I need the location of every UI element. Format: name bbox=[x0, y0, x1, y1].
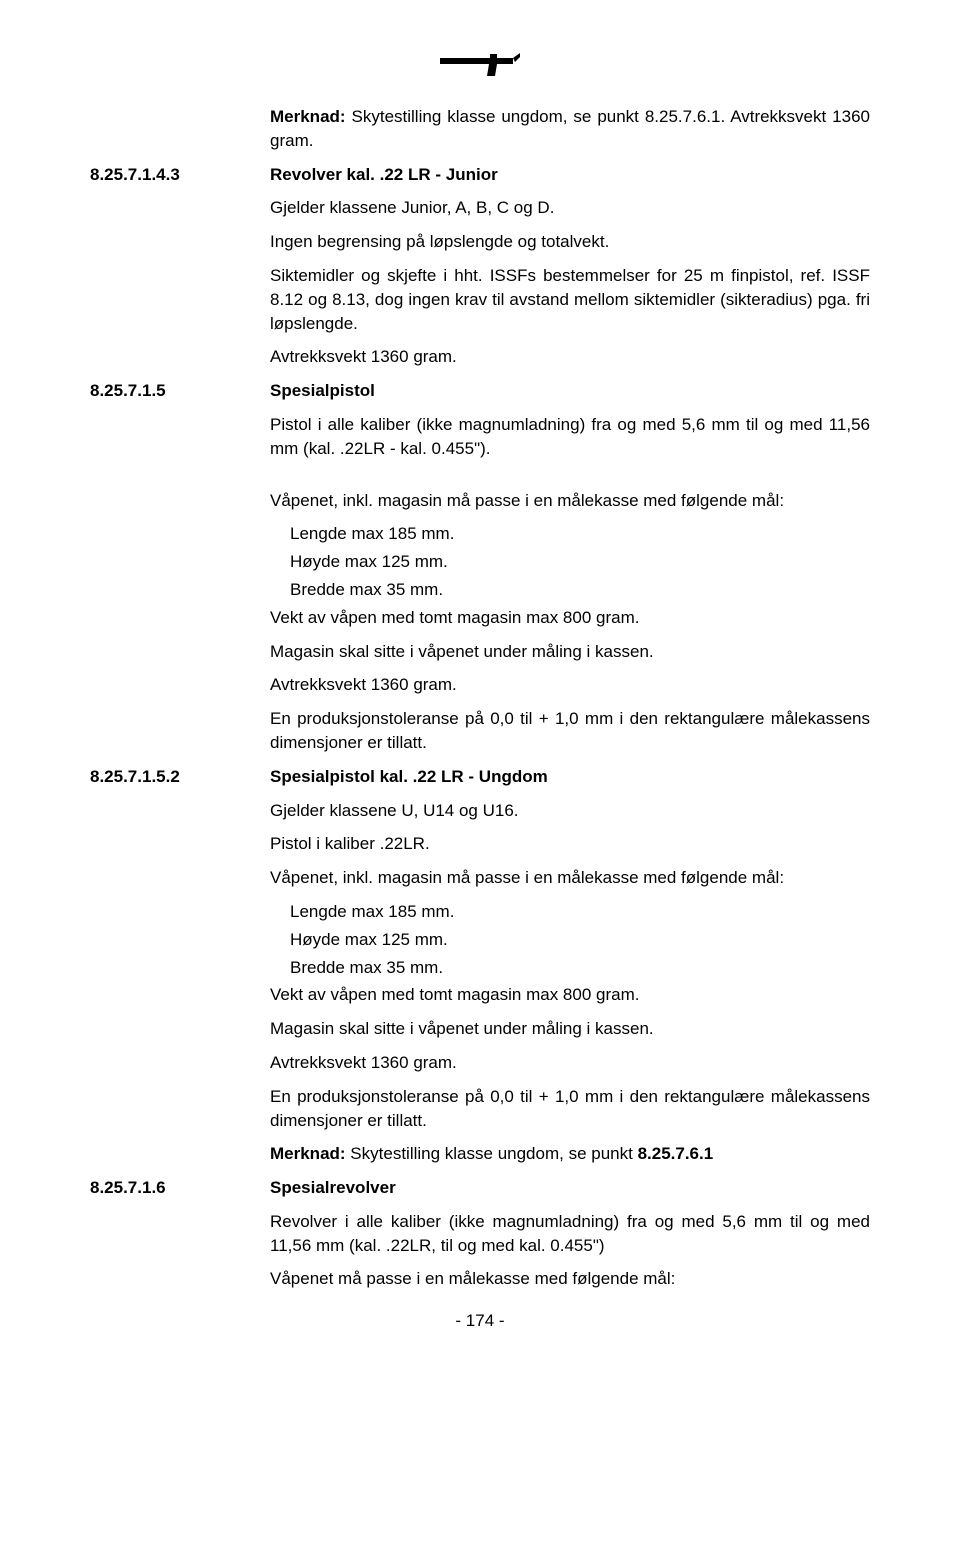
s3-intro: Våpenet, inkl. magasin må passe i en mål… bbox=[270, 866, 870, 890]
page-content: Merknad: Skytestilling klasse ungdom, se… bbox=[0, 0, 960, 1371]
logo-wrap bbox=[90, 40, 870, 85]
section-title: Spesialrevolver bbox=[270, 1176, 396, 1200]
page-number: - 174 - bbox=[90, 1311, 870, 1331]
pistol-icon bbox=[435, 40, 525, 80]
s3-tol: En produksjonstoleranse på 0,0 til + 1,0… bbox=[270, 1085, 870, 1133]
section-num: 8.25.7.1.6 bbox=[90, 1176, 270, 1200]
spacer bbox=[90, 471, 870, 489]
section-1-header: 8.25.7.1.4.3 Revolver kal. .22 LR - Juni… bbox=[90, 163, 870, 187]
merknad-ref: 8.25.7.6.1 bbox=[638, 1144, 714, 1163]
section-title: Spesialpistol bbox=[270, 379, 375, 403]
section-title: Spesialpistol kal. .22 LR - Ungdom bbox=[270, 765, 548, 789]
merknad-1: Merknad: Skytestilling klasse ungdom, se… bbox=[270, 105, 870, 153]
s1-p3: Siktemidler og skjefte i hht. ISSFs best… bbox=[270, 264, 870, 335]
merknad-text: Skytestilling klasse ungdom, se punkt bbox=[346, 1144, 638, 1163]
section-2-header: 8.25.7.1.5 Spesialpistol bbox=[90, 379, 870, 403]
s3-p1: Gjelder klassene U, U14 og U16. bbox=[270, 799, 870, 823]
s2-mag: Magasin skal sitte i våpenet under målin… bbox=[270, 640, 870, 664]
section-title: Revolver kal. .22 LR - Junior bbox=[270, 163, 498, 187]
s2-b2: Høyde max 125 mm. bbox=[290, 550, 870, 574]
section-num: 8.25.7.1.5 bbox=[90, 379, 270, 403]
s3-b1: Lengde max 185 mm. bbox=[290, 900, 870, 924]
s3-trigger: Avtrekksvekt 1360 gram. bbox=[270, 1051, 870, 1075]
s3-weight: Vekt av våpen med tomt magasin max 800 g… bbox=[270, 983, 870, 1007]
merknad-label: Merknad: bbox=[270, 107, 346, 126]
s2-tol: En produksjonstoleranse på 0,0 til + 1,0… bbox=[270, 707, 870, 755]
s3-b2: Høyde max 125 mm. bbox=[290, 928, 870, 952]
s3-merknad: Merknad: Skytestilling klasse ungdom, se… bbox=[270, 1142, 870, 1166]
s2-b3: Bredde max 35 mm. bbox=[290, 578, 870, 602]
s3-mag: Magasin skal sitte i våpenet under målin… bbox=[270, 1017, 870, 1041]
section-3-header: 8.25.7.1.5.2 Spesialpistol kal. .22 LR -… bbox=[90, 765, 870, 789]
section-num: 8.25.7.1.4.3 bbox=[90, 163, 270, 187]
s1-p4: Avtrekksvekt 1360 gram. bbox=[270, 345, 870, 369]
s4-p2: Våpenet må passe i en målekasse med følg… bbox=[270, 1267, 870, 1291]
s1-p1: Gjelder klassene Junior, A, B, C og D. bbox=[270, 196, 870, 220]
s2-p1: Pistol i alle kaliber (ikke magnumladnin… bbox=[270, 413, 870, 461]
merknad-text: Skytestilling klasse ungdom, se punkt 8.… bbox=[270, 107, 870, 150]
s3-p2: Pistol i kaliber .22LR. bbox=[270, 832, 870, 856]
merknad-label: Merknad: bbox=[270, 1144, 346, 1163]
s4-p1: Revolver i alle kaliber (ikke magnumladn… bbox=[270, 1210, 870, 1258]
s2-trigger: Avtrekksvekt 1360 gram. bbox=[270, 673, 870, 697]
s2-box-intro: Våpenet, inkl. magasin må passe i en mål… bbox=[270, 489, 870, 513]
section-4-header: 8.25.7.1.6 Spesialrevolver bbox=[90, 1176, 870, 1200]
s2-b1: Lengde max 185 mm. bbox=[290, 522, 870, 546]
s3-b3: Bredde max 35 mm. bbox=[290, 956, 870, 980]
section-num: 8.25.7.1.5.2 bbox=[90, 765, 270, 789]
s1-p2: Ingen begrensing på løpslengde og totalv… bbox=[270, 230, 870, 254]
s2-weight: Vekt av våpen med tomt magasin max 800 g… bbox=[270, 606, 870, 630]
